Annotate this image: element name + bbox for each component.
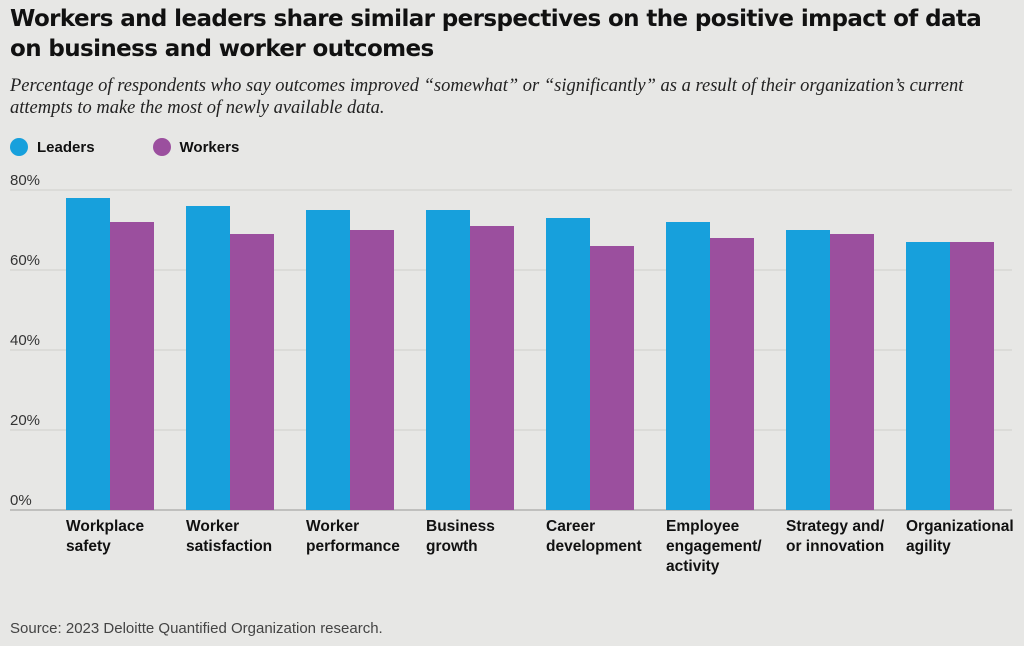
bar-leaders — [186, 206, 230, 510]
y-tick-label: 40% — [10, 332, 40, 349]
x-category-label: Worker performance — [306, 518, 400, 555]
chart-title: Workers and leaders share similar perspe… — [10, 6, 982, 62]
bar-leaders — [66, 198, 110, 510]
bar-workers — [350, 230, 394, 510]
bar-workers — [470, 226, 514, 510]
x-category-label: Business growth — [426, 518, 495, 555]
legend-swatch-workers — [152, 138, 171, 156]
x-category-label: Organizational agility — [906, 518, 1014, 555]
legend-label-workers: Workers — [179, 138, 240, 156]
bar-workers — [830, 234, 874, 510]
bar-workers — [950, 242, 994, 510]
x-category-label: Workplace safety — [66, 518, 144, 555]
source-note: Source: 2023 Deloitte Quantified Organiz… — [10, 620, 383, 637]
x-category-label: Strategy and/or innovation — [786, 518, 885, 555]
legend-item-workers: Workers — [152, 138, 240, 156]
legend-item-leaders: Leaders — [10, 138, 95, 156]
y-tick-label: 20% — [10, 412, 40, 429]
x-category-label: Career development — [546, 518, 642, 555]
bar-workers — [230, 234, 274, 510]
bar-leaders — [426, 210, 470, 510]
y-tick-label: 0% — [10, 492, 32, 509]
bar-leaders — [906, 242, 950, 510]
bar-workers — [590, 246, 634, 510]
legend-swatch-leaders — [10, 138, 28, 156]
bar-leaders — [546, 218, 590, 510]
x-category-label: Employee engagement/activity — [666, 518, 762, 575]
legend: Leaders Workers — [10, 137, 239, 157]
chart-subtitle: Percentage of respondents who say outcom… — [10, 76, 964, 118]
bar-leaders — [666, 222, 710, 510]
bar-workers — [710, 238, 754, 510]
x-category-label: Worker satisfaction — [186, 518, 272, 555]
bar-workers — [110, 222, 154, 510]
bar-leaders — [306, 210, 350, 510]
y-tick-label: 80% — [10, 172, 40, 189]
legend-label-leaders: Leaders — [37, 138, 95, 156]
y-tick-label: 60% — [10, 252, 40, 269]
bar-leaders — [786, 230, 830, 510]
